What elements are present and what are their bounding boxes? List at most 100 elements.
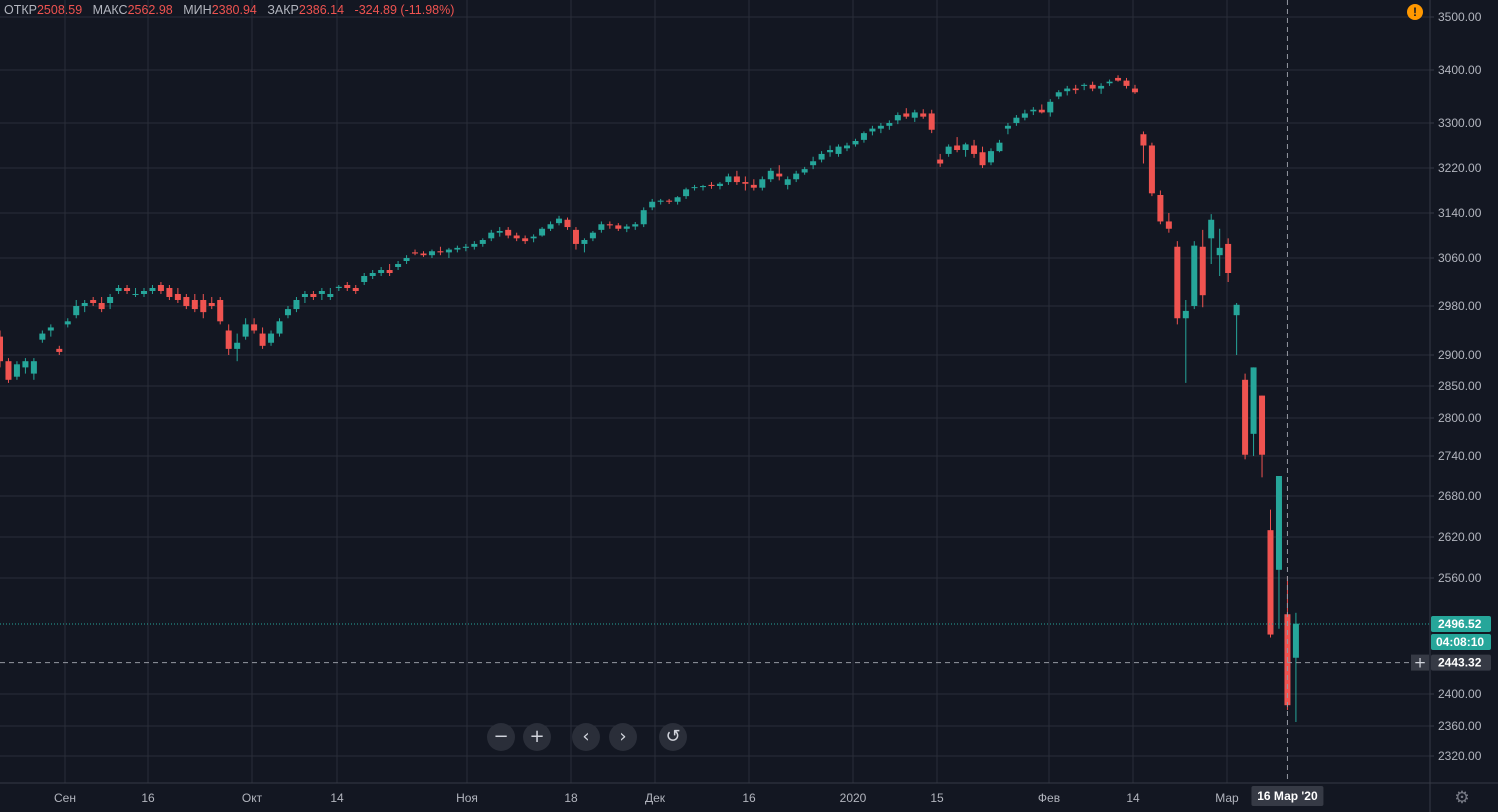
price-axis-label: 3500.00 (1438, 10, 1482, 24)
candle-body (200, 300, 207, 313)
time-axis-label: Окт (242, 791, 263, 805)
settings-gear-icon[interactable]: ⚙ (1454, 788, 1470, 808)
candle-body (361, 276, 368, 282)
candle-body (1165, 221, 1172, 229)
scroll-left-button[interactable]: ‹ (572, 723, 600, 751)
candle-body (217, 300, 224, 322)
price-axis-label: 2740.00 (1438, 449, 1482, 463)
price-axis-label: 2800.00 (1438, 411, 1482, 425)
candle-body (691, 187, 698, 189)
candle-body (208, 303, 215, 306)
crosshair-price-label: 2443.32 (1438, 656, 1482, 670)
price-axis-label: 3140.00 (1438, 206, 1482, 220)
price-axis-label: 2850.00 (1438, 379, 1482, 393)
price-axis-label: 2620.00 (1438, 530, 1482, 544)
candle-body (1013, 117, 1020, 123)
price-axis-label: 3060.00 (1438, 251, 1482, 265)
candle-body (513, 235, 520, 239)
candle-body (835, 146, 842, 154)
candle-body (479, 240, 486, 244)
candle-body (623, 226, 630, 229)
candle-body (13, 364, 20, 377)
candle-body (1182, 310, 1189, 319)
candle-body (1072, 88, 1079, 91)
candle-body (64, 321, 71, 325)
candle-body (234, 342, 241, 349)
candle-body (1292, 623, 1299, 658)
candle-body (284, 309, 291, 316)
price-axis-label: 2560.00 (1438, 571, 1482, 585)
candle-body (428, 251, 435, 256)
warning-icon[interactable]: ! (1407, 4, 1423, 20)
candle-body (606, 224, 613, 226)
zoom-in-button[interactable]: + (523, 723, 551, 751)
candle-body (733, 176, 740, 183)
high-label: МАКС (92, 3, 128, 17)
zoom-out-button[interactable]: − (487, 723, 515, 751)
candle-body (191, 300, 198, 310)
candle-body (335, 286, 342, 288)
candle-body (911, 112, 918, 118)
candle-body (1131, 88, 1138, 93)
candle-body (894, 115, 901, 121)
time-axis-label: Ноя (456, 791, 478, 805)
candle-body (293, 300, 300, 310)
candle-body (522, 238, 529, 242)
candle-body (632, 224, 639, 227)
candle-body (886, 123, 893, 126)
candle-body (344, 285, 351, 288)
price-axis-label: 2980.00 (1438, 299, 1482, 313)
candle-body (1199, 246, 1206, 296)
candle-body (742, 182, 749, 184)
candle-body (1115, 77, 1122, 81)
candle-body (700, 186, 707, 188)
candle-body (954, 145, 961, 150)
candle-body (852, 141, 859, 145)
candle-body (149, 288, 156, 291)
candle-body (73, 306, 80, 316)
candle-body (903, 113, 910, 117)
candle-body (1250, 367, 1257, 434)
open-label: ОТКР (4, 3, 37, 17)
last-price-tag (1431, 616, 1491, 633)
scroll-right-button[interactable]: › (609, 723, 637, 751)
time-axis-label: 2020 (840, 791, 867, 805)
candle-body (827, 150, 834, 153)
candle-body (1259, 395, 1266, 455)
candle-body (1148, 145, 1155, 194)
candle-body (1191, 245, 1198, 306)
candle-body (801, 169, 808, 173)
price-axis-label: 2680.00 (1438, 489, 1482, 503)
candle-body (0, 336, 3, 362)
time-axis-label: 16 (742, 791, 756, 805)
candle-body (937, 159, 944, 164)
candle-body (386, 270, 393, 273)
candle-body (1140, 134, 1147, 146)
candle-body (445, 249, 452, 253)
close-label: ЗАКР (267, 3, 299, 17)
time-axis-label: 18 (564, 791, 578, 805)
candle-body (378, 270, 385, 273)
candle-body (615, 225, 622, 229)
candle-body (581, 240, 588, 244)
candle-body (572, 229, 579, 244)
reset-chart-button[interactable]: ↺ (659, 723, 687, 751)
candle-body (259, 333, 266, 346)
candle-body (869, 128, 876, 132)
candle-body (1208, 219, 1215, 239)
candle-body (39, 333, 46, 340)
price-axis-label: 2400.00 (1438, 687, 1482, 701)
candle-body (90, 300, 97, 303)
candle-body (369, 273, 376, 276)
candle-body (318, 291, 325, 294)
candle-body (327, 294, 334, 297)
candle-body (166, 288, 173, 297)
candle-body (98, 303, 105, 310)
candle-body (920, 113, 927, 117)
candle-body (860, 133, 867, 140)
candle-body (56, 348, 63, 352)
candle-body (505, 229, 512, 236)
candle-body (1038, 109, 1045, 113)
